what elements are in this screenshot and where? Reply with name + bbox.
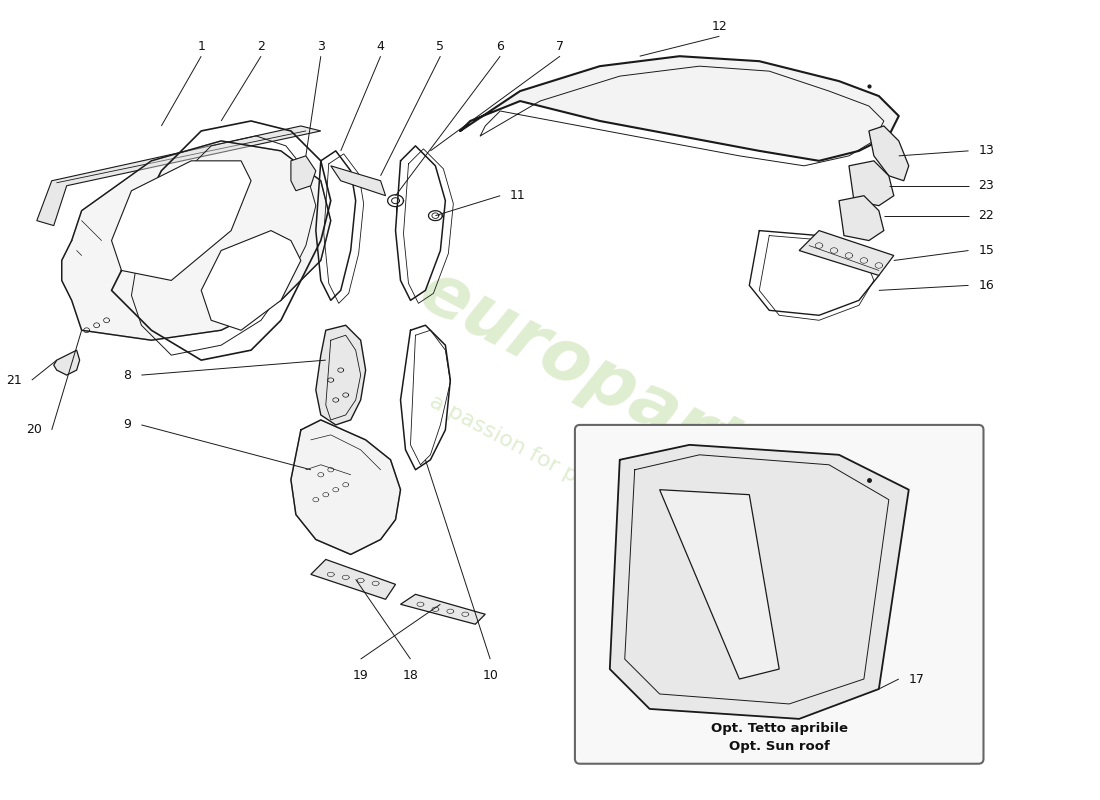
Polygon shape <box>460 56 899 161</box>
Polygon shape <box>660 490 779 679</box>
Text: Opt. Tetto apribile: Opt. Tetto apribile <box>711 722 848 735</box>
Polygon shape <box>799 230 894 275</box>
Text: 22: 22 <box>979 209 994 222</box>
Text: 3: 3 <box>317 40 324 53</box>
Text: 11: 11 <box>510 190 526 202</box>
Polygon shape <box>201 230 301 330</box>
Text: 16: 16 <box>979 279 994 292</box>
Polygon shape <box>869 126 909 181</box>
FancyBboxPatch shape <box>575 425 983 764</box>
Polygon shape <box>331 166 386 196</box>
Polygon shape <box>111 161 251 281</box>
Text: a passion for parts since 1985: a passion for parts since 1985 <box>427 392 734 568</box>
Text: Opt. Sun roof: Opt. Sun roof <box>729 740 829 754</box>
Text: 12: 12 <box>712 20 727 33</box>
Polygon shape <box>839 196 883 241</box>
Polygon shape <box>609 445 909 719</box>
Text: 18: 18 <box>403 669 418 682</box>
Text: 8: 8 <box>123 369 132 382</box>
Polygon shape <box>660 490 779 679</box>
Polygon shape <box>311 559 396 599</box>
Polygon shape <box>849 161 894 206</box>
Polygon shape <box>400 594 485 624</box>
Text: 1: 1 <box>197 40 206 53</box>
Text: 9: 9 <box>123 418 132 431</box>
Polygon shape <box>290 156 316 190</box>
Polygon shape <box>36 126 321 226</box>
Polygon shape <box>316 326 365 425</box>
Text: 4: 4 <box>376 40 385 53</box>
Text: 2: 2 <box>257 40 265 53</box>
Text: 20: 20 <box>26 423 42 436</box>
Polygon shape <box>62 141 331 340</box>
Text: 21: 21 <box>7 374 22 386</box>
Polygon shape <box>290 420 400 554</box>
Text: 19: 19 <box>353 669 369 682</box>
Text: 6: 6 <box>496 40 504 53</box>
Text: 23: 23 <box>979 179 994 192</box>
Text: 17: 17 <box>909 673 925 686</box>
Text: 7: 7 <box>556 40 564 53</box>
Text: 10: 10 <box>482 669 498 682</box>
Polygon shape <box>54 350 79 375</box>
Text: 15: 15 <box>979 244 994 257</box>
Text: 13: 13 <box>979 144 994 158</box>
Text: 5: 5 <box>437 40 444 53</box>
Text: europarts: europarts <box>407 256 792 504</box>
